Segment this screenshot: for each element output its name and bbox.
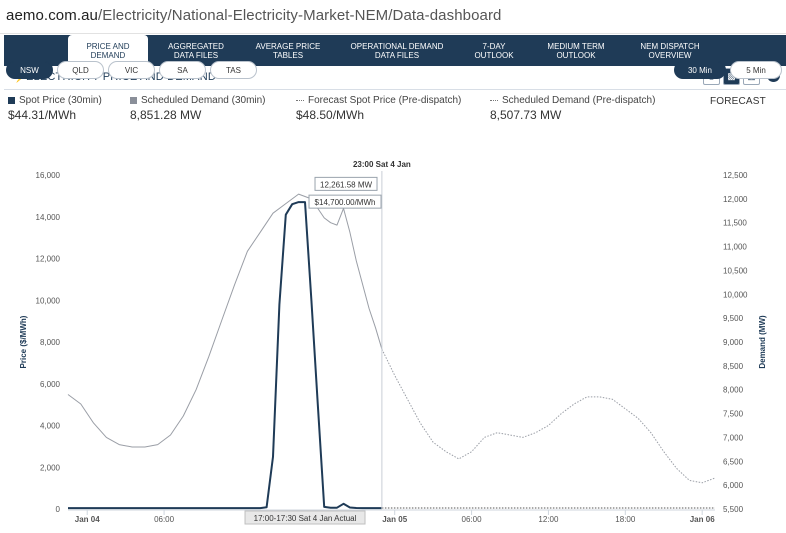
legend-forecast-demand[interactable]: Scheduled Demand (Pre-dispatch) 8,507.73… (490, 95, 655, 122)
demand-tooltip-box (314, 176, 378, 191)
tab-label-line1: 7-DAY (482, 41, 506, 51)
y-left-axis-title: Price ($/MWh) (19, 315, 28, 368)
legend-spot-price[interactable]: Spot Price (30min) $44.31/MWh (8, 95, 102, 122)
y-left-tick-label: 12,000 (36, 255, 61, 264)
x-tooltip-box (244, 510, 366, 525)
legend-value: $48.50/MWh (296, 108, 365, 122)
interval-5min-button[interactable]: 5 Min (730, 61, 782, 79)
url-host: aemo.com.au (6, 7, 98, 24)
y-right-tick-label: 6,500 (723, 457, 744, 466)
tab-label-line2: DATA FILES (173, 50, 219, 60)
y-right-axis-title: Demand (MW) (758, 315, 767, 369)
region-qld-button[interactable]: QLD (57, 61, 104, 79)
legend-scheduled-demand[interactable]: Scheduled Demand (30min) 8,851.28 MW (130, 95, 266, 122)
legend-label: Scheduled Demand (Pre-dispatch) (502, 95, 656, 106)
y-left-tick-label: 8,000 (40, 338, 61, 347)
y-left-tick-label: 4,000 (40, 422, 61, 431)
tab-medium-term-outlook[interactable]: MEDIUM TERM OUTLOOK (536, 35, 616, 66)
legend-value: 8,507.73 MW (490, 108, 562, 122)
url-path: /Electricity/National-Electricity-Market… (97, 7, 502, 24)
y-right-tick-label: 12,500 (723, 171, 748, 180)
tab-label-line2: DEMAND (90, 50, 126, 60)
y-right-tick-label: 7,500 (723, 410, 744, 419)
x-tick-label: 18:00 (615, 515, 636, 524)
price-tooltip-text: $14,700.00/MWh (315, 198, 376, 207)
y-right-tick-label: 12,000 (723, 195, 748, 204)
tab-label-line1: NEM DISPATCH (640, 41, 700, 51)
tab-7-day-outlook[interactable]: 7-DAY OUTLOOK (462, 35, 526, 66)
y-left-tick-label: 14,000 (36, 213, 61, 222)
tab-label-line1: AGGREGATED (168, 41, 224, 51)
legend-swatch (490, 100, 498, 101)
y-left-tick-label: 6,000 (40, 380, 61, 389)
legend-swatch (8, 97, 15, 104)
dashboard-app: PRICE AND DEMAND AGGREGATED DATA FILES AVE… (4, 35, 786, 533)
y-right-tick-label: 11,500 (723, 219, 747, 228)
x-tick-label: 06:00 (462, 515, 483, 524)
y-right-tick-label: 5,500 (723, 505, 744, 514)
y-right-tick-label: 11,000 (723, 243, 747, 252)
forecast-label: FORECAST (709, 96, 766, 107)
tab-label-line2: OUTLOOK (474, 50, 514, 60)
tab-label-line1: PRICE AND (86, 41, 130, 51)
x-tick-label: Jan 05 (382, 515, 407, 524)
legend-forecast-spot-price[interactable]: Forecast Spot Price (Pre-dispatch) $48.5… (296, 95, 461, 122)
y-right-tick-label: 9,000 (723, 338, 744, 347)
tab-label-line2: TABLES (272, 50, 304, 60)
interval-30min-button[interactable]: 30 Min (674, 61, 726, 79)
browser-address-bar[interactable]: aemo.com.au/Electricity/National-Electri… (0, 0, 786, 34)
tab-label-line1: AVERAGE PRICE (255, 41, 321, 51)
demand-tooltip-text: 12,261.58 MW (320, 180, 372, 189)
legend-label: Spot Price (30min) (19, 95, 102, 106)
legend-value: 8,851.28 MW (130, 108, 202, 122)
region-nsw-button[interactable]: NSW (6, 61, 53, 79)
x-tooltip-text: 17:00-17:30 Sat 4 Jan Actual (254, 514, 357, 523)
y-right-tick-label: 8,500 (723, 362, 744, 371)
y-right-tick-label: 7,000 (723, 433, 744, 442)
tab-label-line2: DATA FILES (374, 50, 420, 60)
y-left-tick-label: 16,000 (36, 171, 61, 180)
tab-label-line2: OUTLOOK (556, 50, 596, 60)
spot-price-line (68, 201, 382, 510)
x-tick-label: 12:00 (538, 515, 559, 524)
tab-price-and-demand[interactable]: PRICE AND DEMAND (68, 35, 148, 66)
tab-average-price-tables[interactable]: AVERAGE PRICE TABLES (246, 35, 330, 66)
tab-label-line2: OVERVIEW (648, 50, 692, 60)
region-sa-button[interactable]: SA (159, 61, 206, 79)
y-left-tick-label: 10,000 (36, 296, 61, 305)
x-tick-label: 06:00 (154, 515, 175, 524)
x-tick-label: Jan 06 (690, 515, 715, 524)
y-left-tick-label: 2,000 (40, 463, 61, 472)
region-tas-button[interactable]: TAS (210, 61, 257, 79)
y-right-tick-label: 10,000 (723, 290, 748, 299)
y-right-tick-label: 9,500 (723, 314, 744, 323)
legend-swatch (296, 100, 304, 101)
url-text[interactable]: aemo.com.au/Electricity/National-Electri… (6, 7, 502, 24)
top-nav: PRICE AND DEMAND AGGREGATED DATA FILES AVE… (4, 35, 786, 66)
y-right-tick-label: 6,000 (723, 481, 744, 490)
price-tooltip-box (308, 194, 382, 209)
legend-label: Forecast Spot Price (Pre-dispatch) (308, 95, 462, 106)
x-tick-label: Jan 04 (75, 515, 100, 524)
tab-label-line1: OPERATIONAL DEMAND (350, 41, 444, 51)
region-selector: NSW QLD VIC SA TAS (6, 61, 257, 79)
scheduled-demand-line (67, 193, 383, 448)
tab-operational-demand-data-files[interactable]: OPERATIONAL DEMAND DATA FILES (342, 35, 452, 66)
y-right-tick-label: 8,000 (723, 386, 744, 395)
legend-value: $44.31/MWh (8, 108, 77, 122)
tab-label-line1: MEDIUM TERM (547, 41, 605, 51)
interval-selector: 30 Min 5 Min (674, 61, 782, 79)
crosshair-label: 23:00 Sat 4 Jan (353, 160, 411, 169)
tab-aggregated-data-files[interactable]: AGGREGATED DATA FILES (154, 35, 238, 66)
y-right-tick-label: 10,500 (723, 266, 748, 275)
region-vic-button[interactable]: VIC (108, 61, 155, 79)
legend-label: Scheduled Demand (30min) (141, 95, 266, 106)
y-left-tick-label: 0 (56, 505, 61, 514)
forecast-demand-line (381, 348, 716, 484)
tab-nem-dispatch-overview[interactable]: NEM DISPATCH OVERVIEW (628, 35, 712, 66)
legend-swatch (130, 97, 137, 104)
